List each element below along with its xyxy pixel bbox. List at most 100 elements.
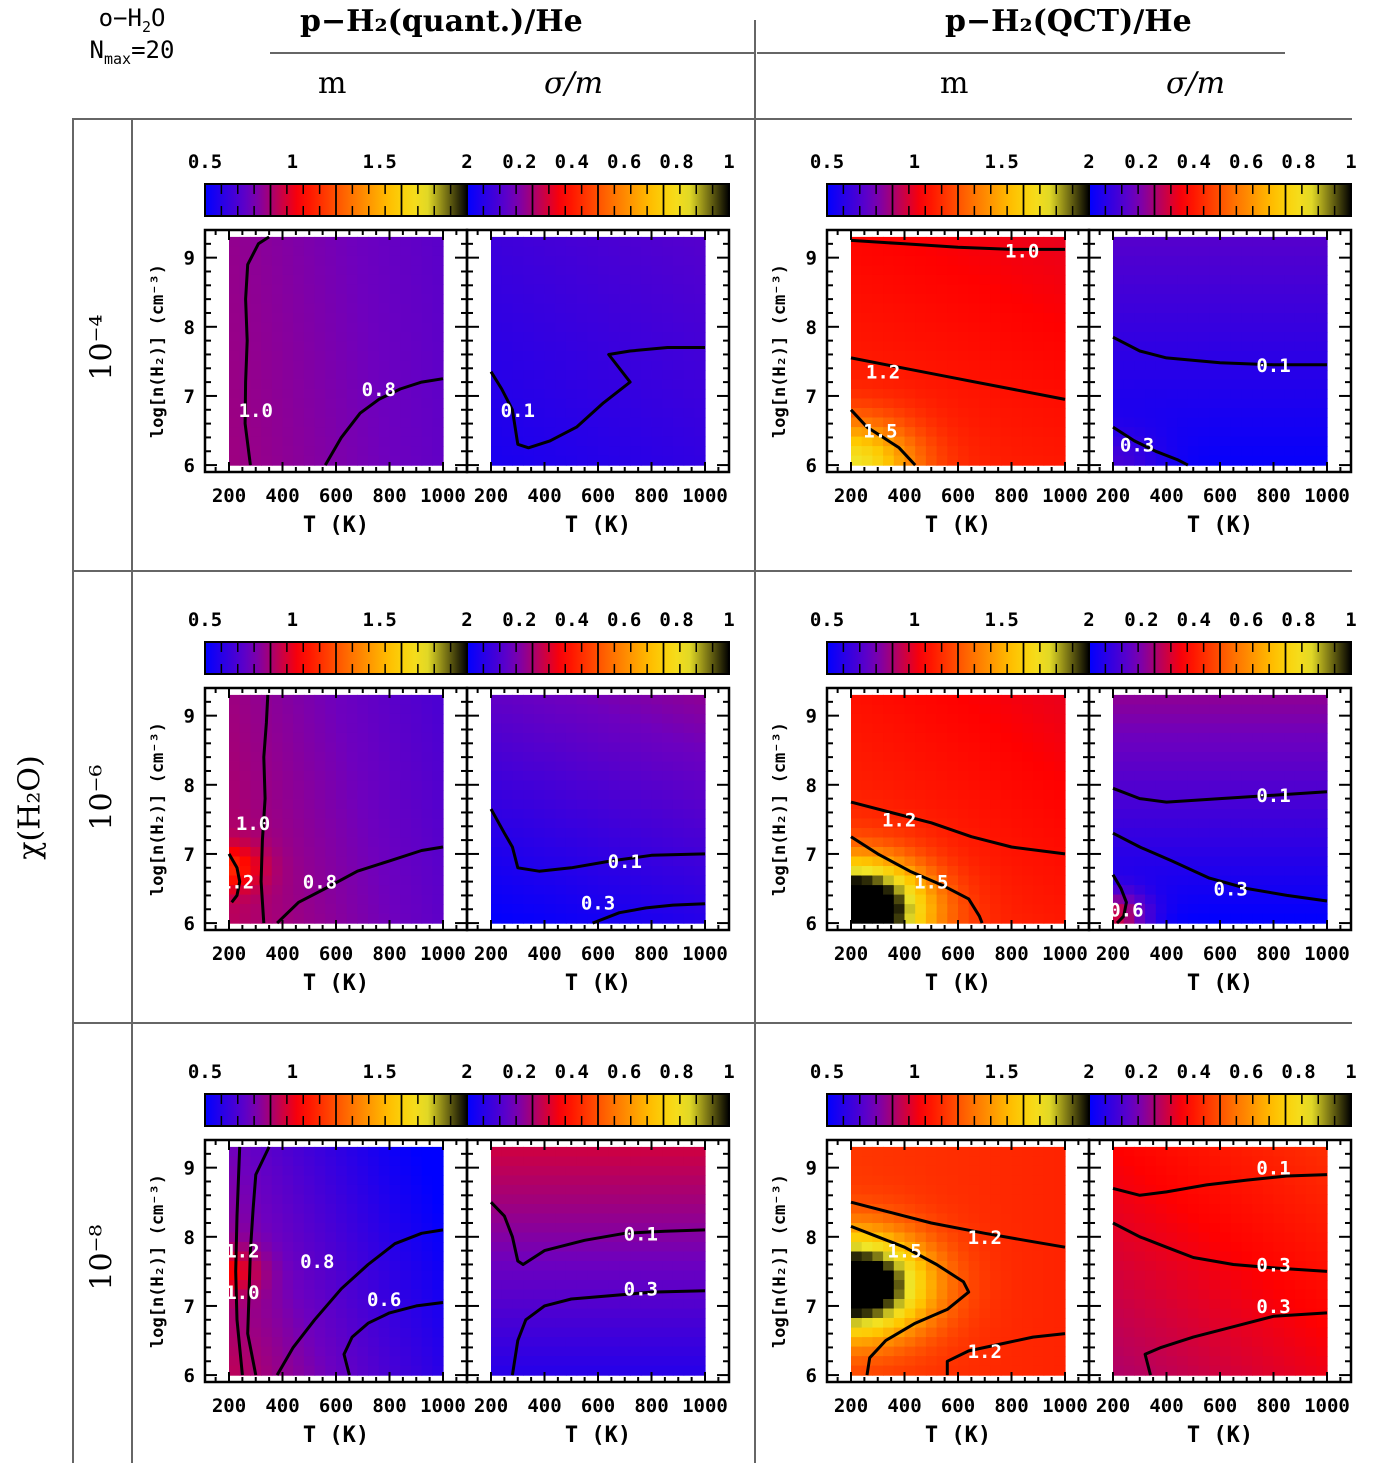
heatmap-cell <box>523 446 535 457</box>
heatmap-cell <box>587 246 599 257</box>
heatmap-cell <box>565 360 578 371</box>
heatmap-cell <box>282 790 294 801</box>
heatmap-cell <box>346 713 358 724</box>
heatmap-cell <box>936 856 948 867</box>
heatmap-cell <box>1316 341 1328 352</box>
heatmap-cell <box>1043 427 1055 438</box>
heatmap-cell <box>1252 752 1264 763</box>
heatmap-cell <box>261 809 273 820</box>
heatmap-cell <box>261 1337 273 1348</box>
heatmap-cell <box>400 255 412 266</box>
heatmap-cell <box>1230 294 1242 305</box>
heatmap-cell <box>947 732 959 743</box>
heatmap-cell <box>893 360 906 371</box>
heatmap-cell <box>861 875 873 886</box>
colorbar-tick-label: 1 <box>1345 151 1356 173</box>
heatmap-cell <box>968 417 980 428</box>
heatmap-cell <box>1032 780 1045 791</box>
heatmap-cell <box>261 1289 273 1300</box>
heatmap-cell <box>619 818 631 829</box>
heatmap-cell <box>883 704 895 715</box>
heatmap-cell <box>1011 341 1023 352</box>
heatmap-cell <box>523 265 535 276</box>
heatmap-cell <box>357 894 369 905</box>
heatmap-cell <box>1241 236 1253 247</box>
heatmap-cell <box>1209 351 1221 362</box>
heatmap-cell <box>1166 761 1178 772</box>
heatmap-cell <box>694 446 706 457</box>
heatmap-cell <box>523 351 535 362</box>
heatmap-cell <box>1241 818 1253 829</box>
heatmap-cell <box>1294 885 1307 896</box>
heatmap-cell <box>694 704 706 715</box>
heatmap-cell <box>544 780 556 791</box>
heatmap-cell <box>1113 246 1125 257</box>
heatmap-cell <box>883 332 895 343</box>
heatmap-cell <box>400 780 412 791</box>
heatmap-cell <box>1123 818 1135 829</box>
heatmap-cell <box>872 694 884 705</box>
heatmap-cell <box>336 847 348 858</box>
heatmap-cell <box>904 417 916 428</box>
heatmap-cell <box>947 723 959 734</box>
heatmap-cell <box>1032 875 1045 886</box>
heatmap-cell <box>883 408 895 419</box>
heatmap-cell <box>239 1204 251 1215</box>
heatmap-cell <box>1284 274 1296 285</box>
heatmap-cell <box>1262 723 1275 734</box>
heatmap-cell <box>410 284 423 295</box>
heatmap-cell <box>587 713 599 724</box>
heatmap-cell <box>523 837 535 848</box>
heatmap-cell <box>662 436 674 447</box>
heatmap-cell <box>229 1365 241 1376</box>
heatmap-cell <box>904 351 916 362</box>
heatmap-cell <box>1262 341 1275 352</box>
heatmap-cell <box>1054 799 1066 810</box>
heatmap-cell <box>400 351 412 362</box>
heatmap-cell <box>1262 875 1275 886</box>
heatmap-cell <box>501 885 513 896</box>
heatmap-cell <box>904 771 916 782</box>
heatmap-cell <box>491 455 503 466</box>
heatmap-cell <box>1123 847 1135 858</box>
heatmap-cell <box>410 771 423 782</box>
heatmap-cell <box>861 265 873 276</box>
heatmap-cell <box>872 408 884 419</box>
heatmap-cell <box>936 818 948 829</box>
heatmap-cell <box>512 904 524 915</box>
heatmap-cell <box>630 446 642 457</box>
heatmap-cell <box>314 246 326 257</box>
colorbar-tick-label: 0.8 <box>659 609 693 631</box>
heatmap-cell <box>672 885 685 896</box>
heatmap-cell <box>303 379 316 390</box>
heatmap-cell <box>651 742 663 753</box>
heatmap-cell <box>1134 360 1146 371</box>
heatmap-cell <box>314 780 326 791</box>
heatmap-cell <box>872 799 884 810</box>
heatmap-cell <box>683 408 695 419</box>
heatmap-cell <box>325 427 337 438</box>
heatmap-cell <box>608 303 620 314</box>
heatmap-cell <box>1262 370 1275 381</box>
heatmap-cell <box>587 379 599 390</box>
heatmap-cell <box>1284 809 1296 820</box>
heatmap-cell <box>421 866 433 877</box>
heatmap-cell <box>915 828 927 839</box>
heatmap-cell <box>555 351 567 362</box>
heatmap-cell <box>271 742 284 753</box>
heatmap-cell <box>1054 704 1066 715</box>
heatmap-cell <box>936 828 948 839</box>
heatmap-cell <box>1262 294 1275 305</box>
heatmap-cell <box>608 322 620 333</box>
heatmap-cell <box>239 1270 251 1281</box>
heatmap-cell <box>1155 894 1168 905</box>
heatmap-cell <box>1155 875 1168 886</box>
heatmap-cell <box>893 885 906 896</box>
heatmap-cell <box>1262 771 1275 782</box>
heatmap-cell <box>619 790 631 801</box>
heatmap-cell <box>410 294 423 305</box>
heatmap-cell <box>1273 828 1285 839</box>
heatmap-cell <box>1166 866 1178 877</box>
heatmap-cell <box>400 885 412 896</box>
heatmap-cell <box>1252 294 1264 305</box>
